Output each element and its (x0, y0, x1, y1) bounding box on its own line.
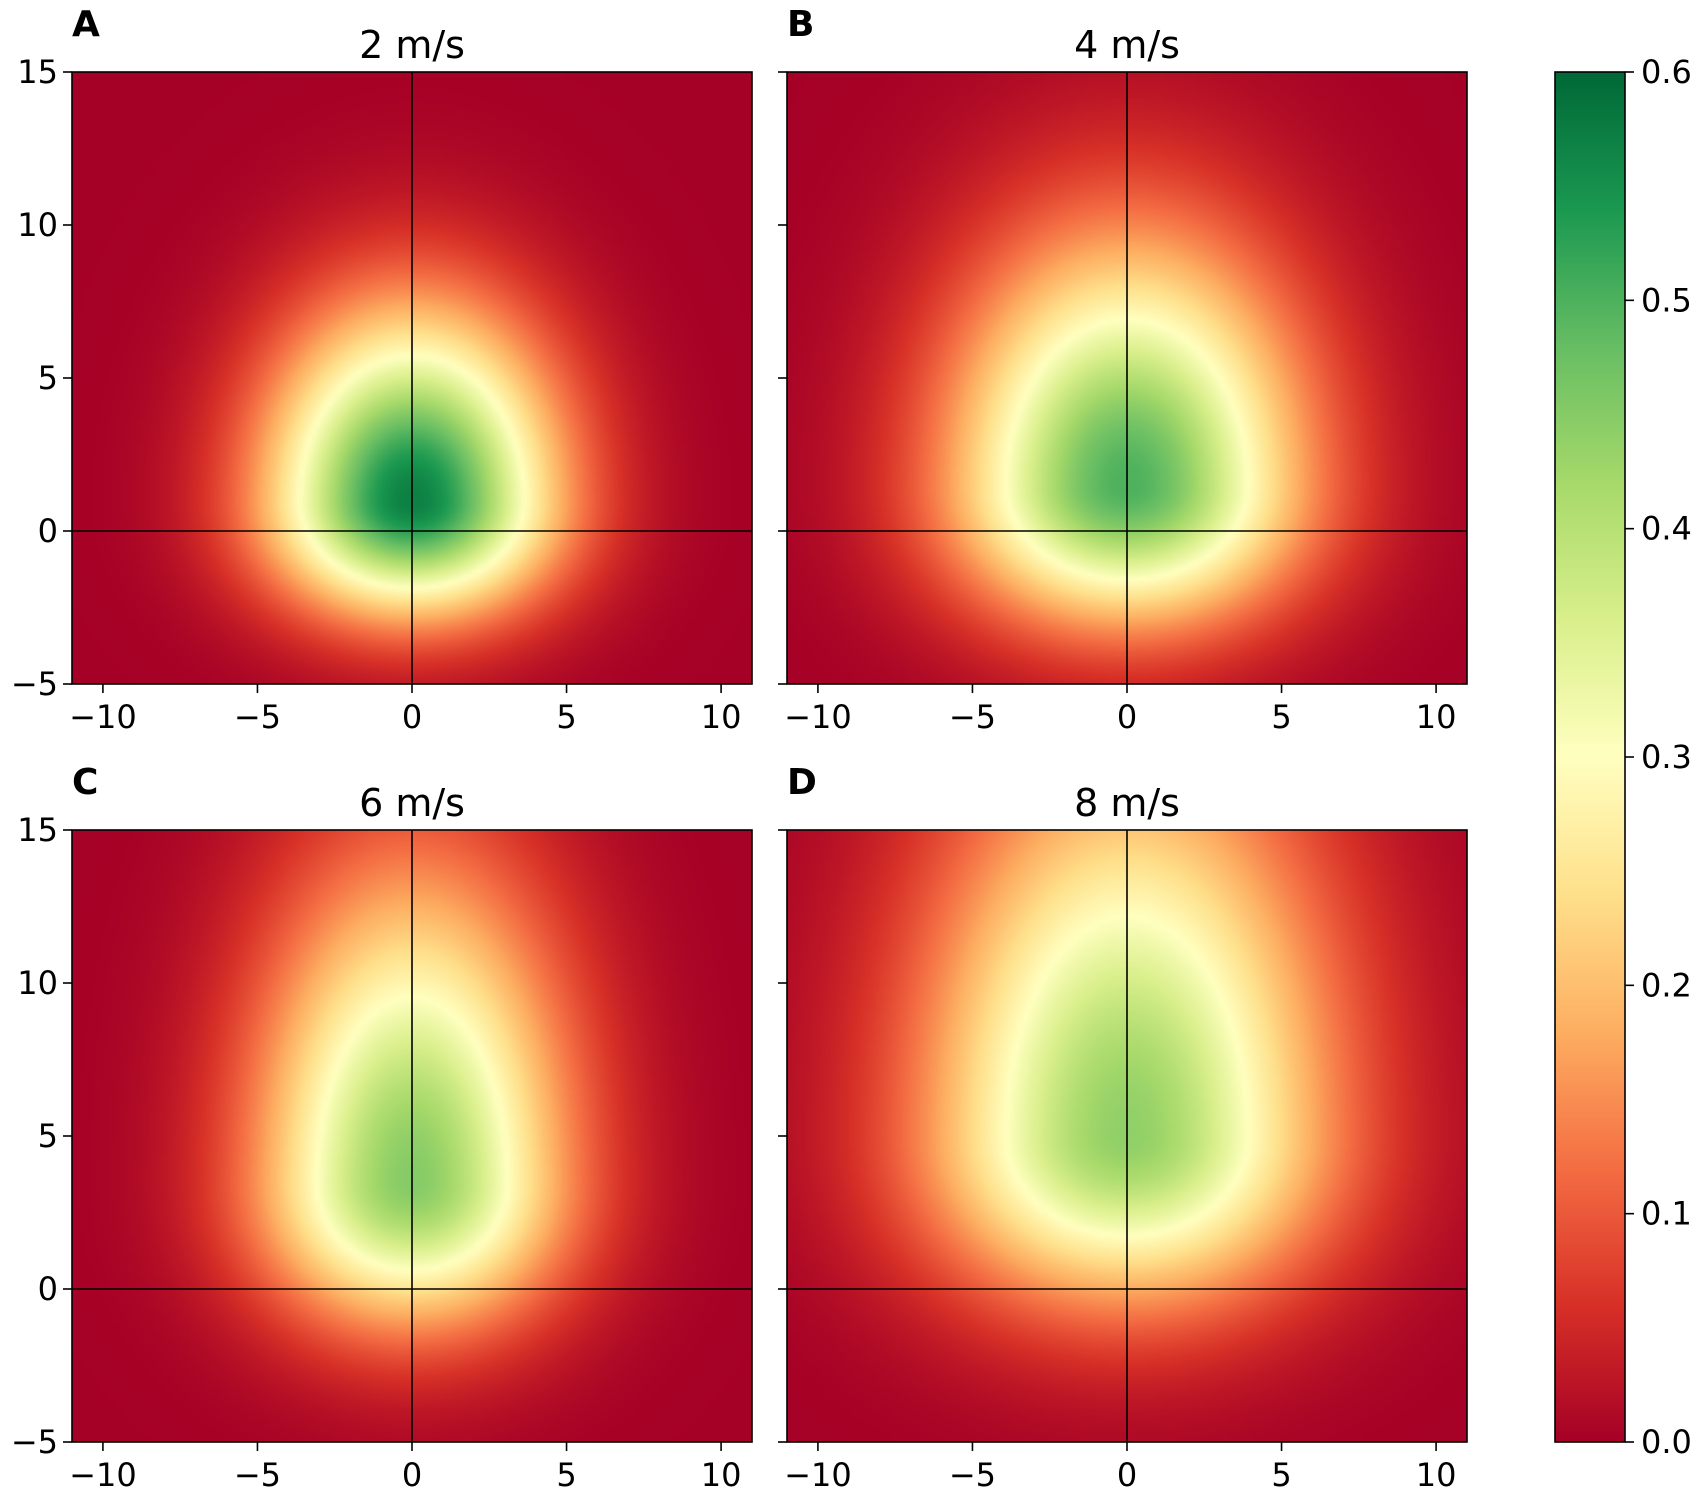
panel-label: C (72, 762, 98, 803)
y-tick-label: 5 (38, 359, 58, 397)
x-tick-label: −5 (949, 1456, 996, 1490)
x-tick-label: −5 (234, 1456, 281, 1490)
x-tick-label: 10 (701, 698, 742, 736)
x-tick-label: 10 (1416, 1456, 1457, 1490)
x-tick-label: 5 (556, 1456, 576, 1490)
x-tick-label: 5 (1271, 698, 1291, 736)
colorbar-tick-label: 0.4 (1641, 510, 1692, 548)
colorbar-tick-label: 0.0 (1641, 1423, 1692, 1461)
panel-label: B (787, 4, 814, 45)
x-tick-label: 0 (402, 698, 422, 736)
colorbar-tick-label: 0.1 (1641, 1195, 1692, 1233)
y-tick-label: 15 (17, 53, 58, 91)
colorbar-tick-label: 0.3 (1641, 738, 1692, 776)
x-tick-label: −10 (784, 1456, 852, 1490)
x-tick-label: 10 (1416, 698, 1457, 736)
x-tick-label: 10 (701, 1456, 742, 1490)
x-tick-label: −5 (234, 698, 281, 736)
panel-label: D (787, 762, 817, 803)
x-tick-label: −10 (69, 698, 137, 736)
panel-c: −10 −5 0 5 10 −5 0 5 10 15 6 m/s C (11, 762, 753, 1490)
y-tick-label: 10 (17, 964, 58, 1002)
panel-d: −10 −5 0 5 10 8 m/s D (778, 762, 1468, 1490)
panel-b: −10 −5 0 5 10 4 m/s B (778, 4, 1468, 736)
y-tick-label: 5 (38, 1117, 58, 1155)
x-tick-label: 0 (402, 1456, 422, 1490)
x-tick-label: 5 (556, 698, 576, 736)
colorbar-gradient (1555, 72, 1625, 1442)
colorbar-tick-label: 0.2 (1641, 966, 1692, 1004)
x-tick-label: 0 (1117, 698, 1137, 736)
y-tick-label: 0 (38, 1270, 58, 1308)
panel-title: 8 m/s (1074, 781, 1180, 825)
colorbar-tick-label: 0.5 (1641, 281, 1692, 319)
colorbar: 0.0 0.1 0.2 0.3 0.4 0.5 0.6 (1554, 53, 1692, 1461)
y-tick-label: −5 (11, 665, 58, 703)
panel-title: 2 m/s (359, 23, 465, 67)
panel-a: −10 −5 0 5 10 −5 0 5 10 15 2 m/s A (11, 4, 753, 736)
x-tick-label: −5 (949, 698, 996, 736)
x-tick-label: 5 (1271, 1456, 1291, 1490)
y-tick-label: 10 (17, 206, 58, 244)
panel-title: 6 m/s (359, 781, 465, 825)
panel-title: 4 m/s (1074, 23, 1180, 67)
y-tick-label: 0 (38, 512, 58, 550)
y-tick-label: −5 (11, 1423, 58, 1461)
panel-label: A (72, 4, 100, 45)
x-tick-label: −10 (784, 698, 852, 736)
x-tick-label: 0 (1117, 1456, 1137, 1490)
y-tick-label: 15 (17, 811, 58, 849)
x-tick-label: −10 (69, 1456, 137, 1490)
colorbar-tick-label: 0.6 (1641, 53, 1692, 91)
